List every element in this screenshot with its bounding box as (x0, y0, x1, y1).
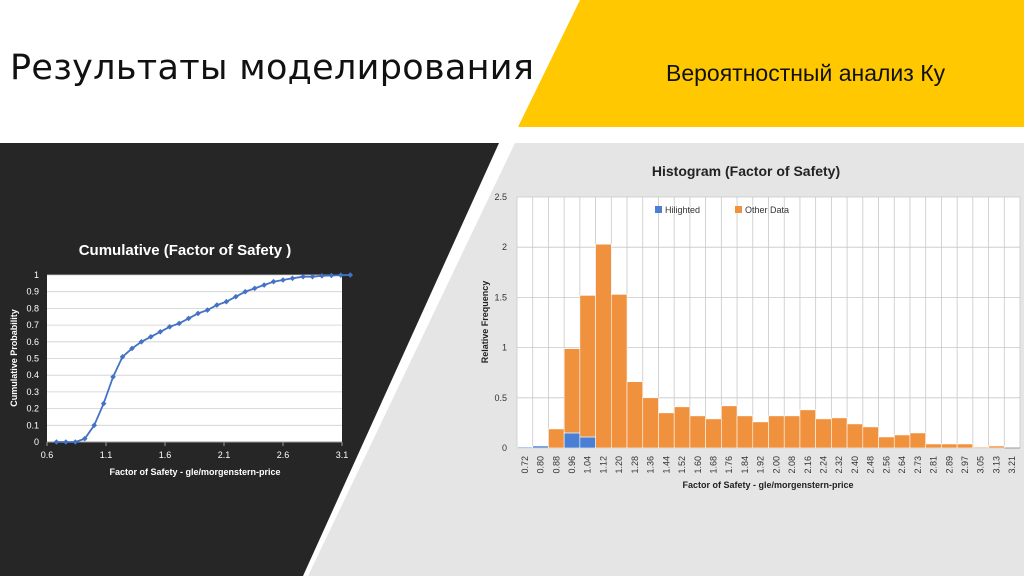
yellow-accent-shape (518, 0, 1024, 127)
slide-subtitle: Вероятностный анализ Ку (666, 60, 946, 86)
slide-title: Результаты моделирования (10, 48, 535, 88)
